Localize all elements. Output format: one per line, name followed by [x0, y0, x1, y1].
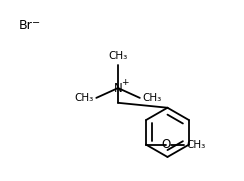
Text: CH₃: CH₃ — [108, 51, 128, 62]
Text: +: + — [121, 78, 129, 87]
Text: −: − — [32, 18, 40, 28]
Text: CH₃: CH₃ — [143, 93, 162, 103]
Text: CH₃: CH₃ — [187, 140, 206, 150]
Text: O: O — [161, 138, 171, 151]
Text: N: N — [114, 81, 122, 94]
Text: Br: Br — [19, 19, 33, 32]
Text: CH₃: CH₃ — [74, 93, 93, 103]
